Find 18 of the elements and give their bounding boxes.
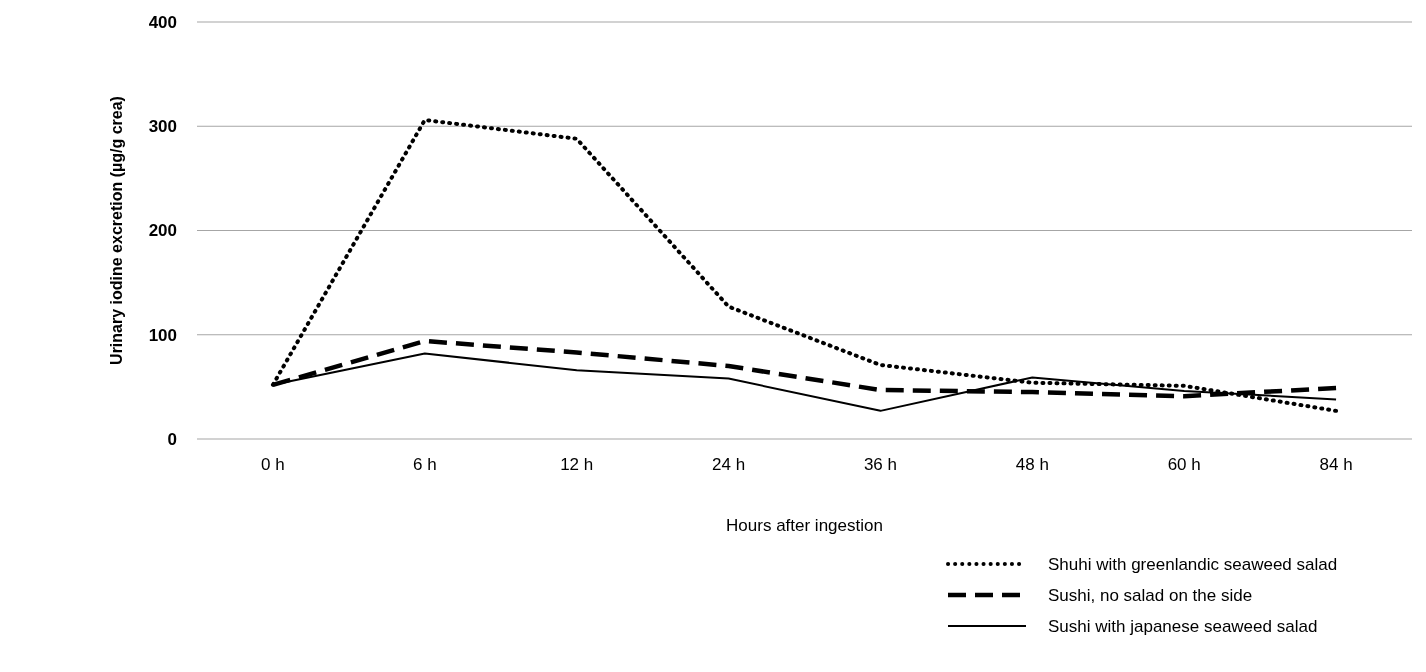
x-tick-label: 48 h (1015, 455, 1049, 474)
legend-label: Sushi with japanese seaweed salad (1048, 616, 1318, 636)
y-tick-label: 300 (148, 117, 177, 137)
x-tick-label: 24 h (712, 455, 746, 474)
x-tick-label: 60 h (1167, 455, 1201, 474)
y-tick-label: 200 (148, 221, 177, 241)
x-tick-label: 6 h (412, 455, 437, 474)
y-axis-title: Urinary iodine excretion (µg/g crea) (108, 96, 125, 365)
legend-label: Sushi, no salad on the side (1048, 585, 1253, 605)
y-tick-label: 400 (148, 12, 177, 32)
legend-label: Shuhi with greenlandic seaweed salad (1048, 554, 1338, 574)
y-tick-label: 100 (148, 325, 177, 345)
x-tick-label: 36 h (863, 455, 897, 474)
x-tick-label: 0 h (261, 455, 285, 474)
y-tick-label: 0 (167, 429, 177, 449)
x-tick-label: 84 h (1319, 455, 1353, 474)
x-tick-label: 12 h (560, 455, 594, 474)
x-axis-title: Hours after ingestion (726, 516, 883, 535)
